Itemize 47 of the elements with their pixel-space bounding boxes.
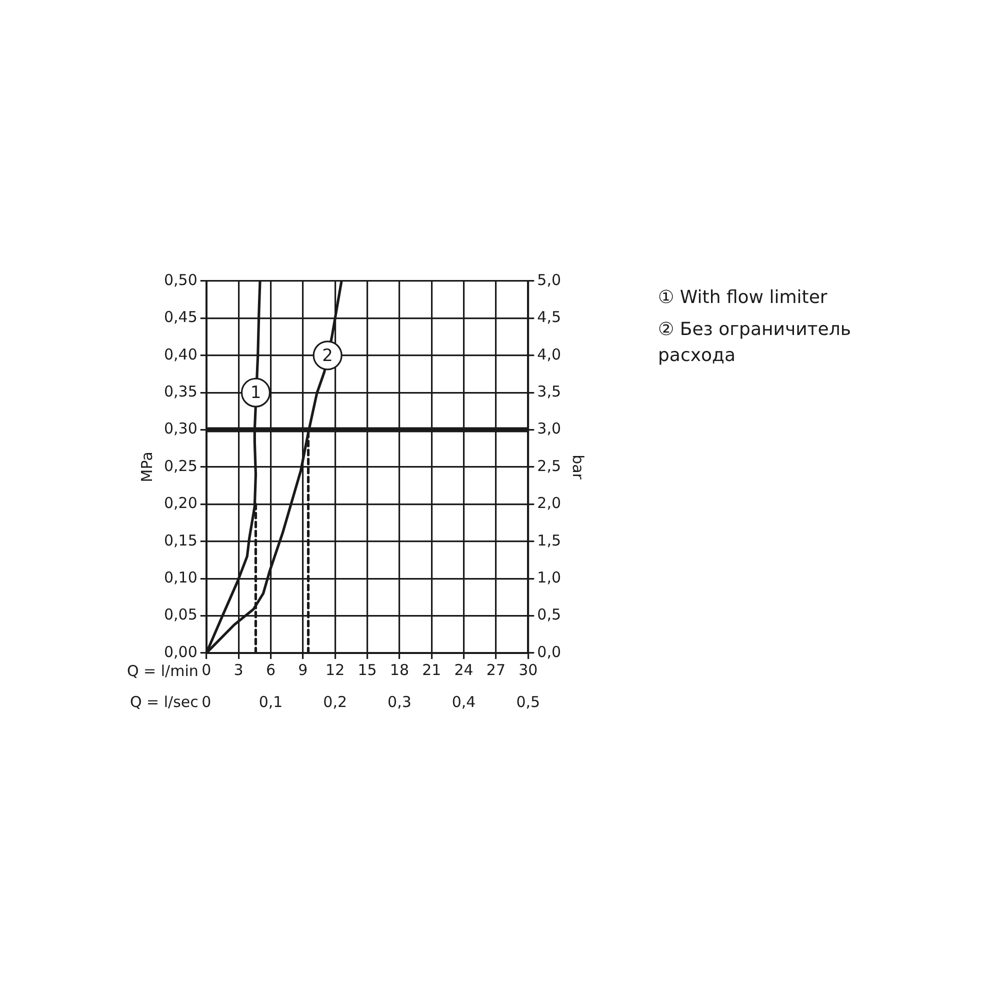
y2-tick-label: 1,5 — [537, 531, 562, 550]
x-tick-label: 27 — [486, 660, 506, 679]
x-tick-label: 15 — [358, 660, 377, 679]
x-tick-label: 21 — [422, 660, 442, 679]
y2-tick-label: 0,0 — [537, 642, 562, 661]
x2-tick-label: 0 — [202, 692, 212, 711]
y2-axis-title: bar — [569, 454, 588, 480]
x2-tick-label: 0,4 — [452, 692, 476, 711]
y-axis-title: MPa — [138, 452, 156, 482]
x2-axis-title: Q = l/sec — [130, 692, 198, 711]
y2-tick-label: 2,0 — [537, 494, 562, 512]
x-tick-label: 30 — [518, 660, 538, 679]
y2-tick-label: 5,0 — [537, 270, 562, 289]
y-tick-label: 0,40 — [164, 345, 198, 364]
x-tick-label: 3 — [234, 660, 244, 679]
x-tick-label: 24 — [454, 660, 474, 679]
y2-tick-label: 2,5 — [537, 456, 562, 475]
x-tick-label: 0 — [202, 660, 212, 679]
annotation: 1 — [250, 383, 262, 404]
y2-tick-label: 1,0 — [537, 568, 562, 586]
y-tick-label: 0,10 — [164, 568, 198, 586]
y2-tick-label: 4,5 — [537, 308, 562, 326]
x-tick-label: 12 — [326, 660, 345, 679]
y2-tick-label: 3,0 — [537, 420, 562, 438]
y-tick-label: 0,50 — [164, 270, 198, 289]
x2-tick-label: 0,2 — [323, 692, 348, 711]
y-tick-label: 0,30 — [164, 420, 198, 438]
y-tick-label: 0,05 — [164, 606, 198, 624]
y-tick-label: 0,00 — [164, 642, 198, 661]
text: ② Без ограничитель расхода — [658, 318, 852, 368]
y-tick-label: 0,35 — [164, 382, 198, 400]
x-tick-label: 18 — [390, 660, 409, 679]
x-tick-label: 6 — [266, 660, 276, 679]
x-axis-title: Q = l/min — [126, 662, 198, 680]
y-tick-label: 0,45 — [164, 308, 198, 326]
text: ① With flow limiter — [658, 286, 828, 310]
y2-tick-label: 4,0 — [537, 345, 562, 364]
x2-tick-label: 0,3 — [388, 692, 412, 711]
y-tick-label: 0,25 — [164, 456, 198, 475]
x2-tick-label: 0,5 — [516, 692, 540, 711]
annotation: 2 — [322, 346, 334, 366]
x2-tick-label: 0,1 — [258, 692, 283, 711]
x-tick-label: 9 — [298, 660, 308, 679]
y2-tick-label: 3,5 — [537, 382, 562, 400]
y-tick-label: 0,20 — [164, 494, 198, 512]
y-tick-label: 0,15 — [164, 531, 198, 550]
y2-tick-label: 0,5 — [537, 606, 562, 624]
